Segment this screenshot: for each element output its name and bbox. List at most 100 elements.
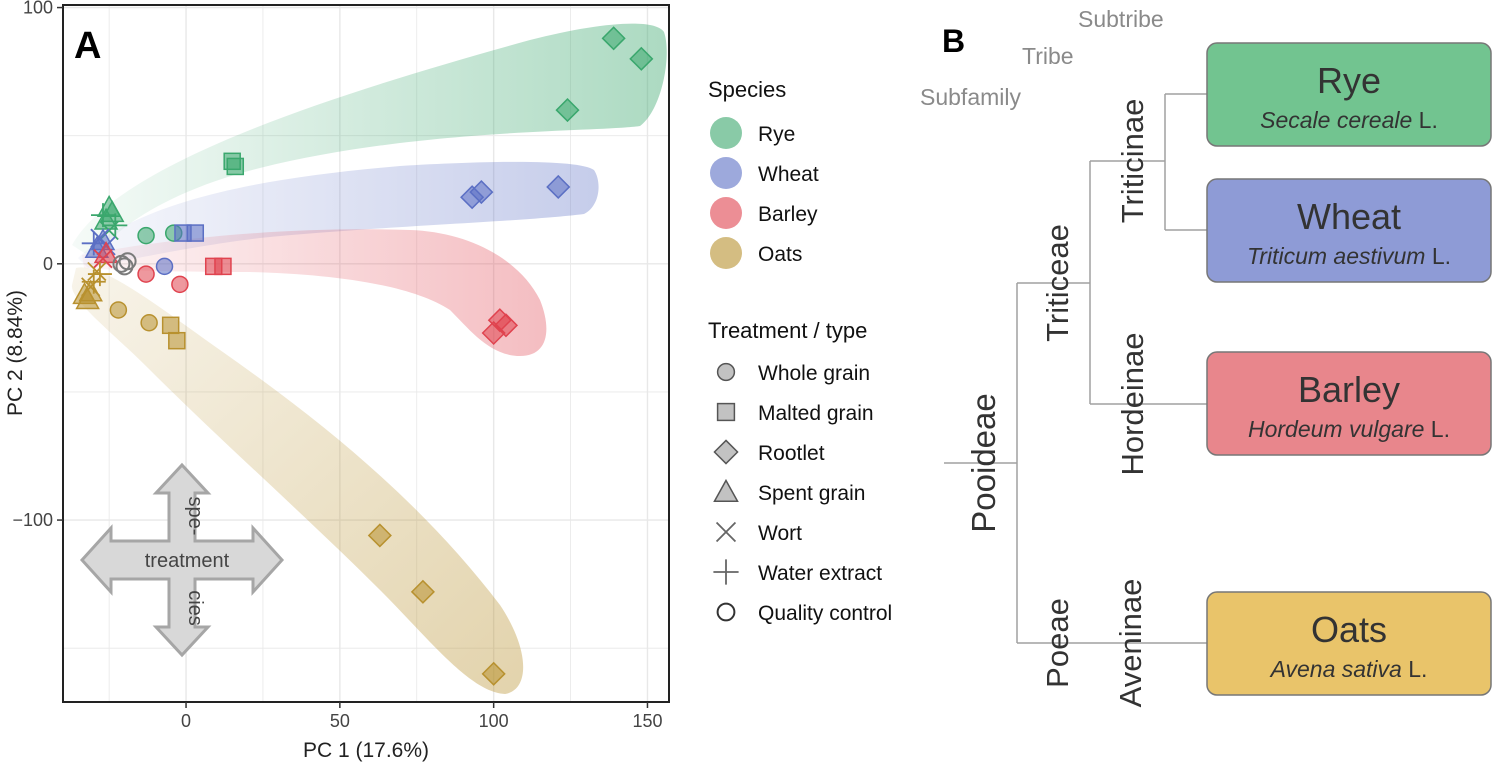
panel-a-label: A [74, 25, 101, 67]
point-wheat-diamond [546, 174, 571, 199]
legend-symbol-cross [715, 521, 737, 543]
species-box-wheat: Wheat Triticum aestivum L. [1206, 178, 1492, 283]
legend-species-title: Species [708, 77, 786, 102]
point-rye-square [226, 157, 245, 176]
species-binomial: Secale cereale [1260, 107, 1412, 133]
species-author: L. [1412, 107, 1438, 133]
panel-a: 0 50 100 150 100 0 −100 PC 1 (17.6%) PC 2 (8.… [4, 0, 892, 762]
level-subfamily: Subfamily [920, 84, 1021, 110]
legend-label-barley: Barley [758, 203, 818, 226]
species-box-bg-wheat [1206, 178, 1492, 283]
x-tick-label: 150 [632, 711, 662, 731]
point-wheat-square [174, 224, 192, 242]
tree-branches [944, 93, 1207, 644]
legend-symbol-plus [713, 559, 739, 585]
point-oats-cross [81, 277, 101, 297]
species-box-barley: Barley Hordeum vulgare L. [1206, 351, 1492, 456]
legend-swatch-barley [710, 197, 742, 229]
panel-b: B Subtribe Tribe Subfamily Pooideae Trit… [920, 6, 1492, 708]
legend-label-square: Malted grain [758, 402, 874, 425]
point-wheat-diamond [469, 180, 494, 205]
species-scientific-name: Avena sativa L. [1269, 656, 1428, 682]
species-boxes: Rye Secale cereale L. Wheat Triticum aestiv… [1206, 42, 1492, 696]
legend-label-cross: Wort [758, 522, 802, 545]
species-common-name: Oats [1311, 609, 1387, 650]
hull-barley [82, 229, 547, 356]
species-binomial: Avena sativa [1269, 656, 1402, 682]
legend-symbol-diamond [713, 439, 739, 465]
point-oats-diamond [481, 661, 506, 686]
point-oats-square [161, 316, 180, 335]
clade-aveninae: Aveninae [1113, 579, 1148, 708]
clade-poeae: Poeae [1040, 598, 1075, 688]
y-tick-label: 100 [23, 0, 53, 18]
point-wheat-circle [155, 257, 174, 276]
clade-hordeinae: Hordeinae [1115, 332, 1150, 475]
species-scientific-name: Triticum aestivum L. [1247, 243, 1451, 269]
legend-label-plus: Water extract [758, 562, 882, 585]
point-oats-triangle [78, 279, 103, 302]
clade-triticinae: Triticinae [1115, 99, 1150, 224]
legend-label-rye: Rye [758, 123, 795, 146]
point-barley-circle [171, 275, 189, 294]
point-barley-circle [137, 265, 155, 283]
panel-b-label: B [942, 23, 965, 59]
legend-label-diamond: Rootlet [758, 442, 825, 465]
arrow-shape [79, 462, 285, 658]
legend-species: Rye Wheat Barley Oats [710, 117, 819, 269]
y-axis: 100 0 −100 [12, 0, 63, 530]
species-binomial: Hordeum vulgare [1248, 416, 1424, 442]
legend-item-diamond: Rootlet [713, 439, 825, 465]
point-oats-diamond [410, 579, 435, 604]
legend-item-square: Malted grain [716, 402, 874, 425]
legend-symbol-triangle [713, 478, 739, 502]
clade-pooideae: Pooideae [965, 393, 1002, 532]
species-author: L. [1424, 416, 1450, 442]
point-oats-circle [109, 301, 128, 319]
legend-item-cross: Wort [715, 521, 802, 545]
species-scientific-name: Hordeum vulgare L. [1248, 416, 1450, 442]
level-subtribe: Subtribe [1078, 6, 1164, 32]
y-axis-title: PC 2 (8.84%) [4, 290, 27, 416]
species-author: L. [1402, 656, 1428, 682]
point-oats-diamond [367, 523, 392, 548]
legend: Species Rye Wheat Barley Oats Treatment / t… [708, 77, 892, 625]
point-quality-control-open-circle [112, 254, 131, 273]
species-binomial: Triticum aestivum [1247, 243, 1426, 269]
clade-triticeae: Triticeae [1040, 224, 1075, 342]
legend-label-triangle: Spent grain [758, 482, 865, 505]
point-wheat-plus [81, 231, 106, 256]
legend-symbol-square [716, 402, 736, 422]
species-box-oats: Oats Avena sativa L. [1206, 591, 1492, 696]
point-barley-diamond [481, 320, 506, 346]
species-box-bg-oats [1206, 591, 1492, 696]
legend-item-plus: Water extract [713, 559, 882, 585]
species-box-bg-rye [1206, 42, 1492, 147]
point-oats-cross [87, 261, 107, 282]
legend-swatch-rye [710, 117, 742, 149]
point-rye-circle [137, 226, 155, 245]
arrow-label-middle: treatment [145, 550, 230, 572]
hull-oats [71, 267, 524, 694]
legend-symbol-open-circle [716, 602, 736, 622]
x-tick-label: 0 [181, 711, 191, 731]
legend-swatch-wheat [710, 157, 742, 189]
species-common-name: Barley [1298, 369, 1400, 410]
x-axis-title: PC 1 (17.6%) [303, 739, 429, 762]
plot-frame [62, 4, 670, 703]
point-rye-diamond [629, 46, 654, 71]
points [72, 26, 654, 686]
legend-label-circle: Whole grain [758, 362, 870, 385]
point-oats-circle [140, 314, 158, 332]
legend-label-oats: Oats [758, 243, 802, 266]
point-oats-square [168, 331, 186, 350]
legend-item-circle: Whole grain [716, 362, 870, 385]
legend-item-triangle: Spent grain [713, 478, 865, 505]
x-tick-label: 100 [479, 711, 509, 731]
arrow-label-top: spe- [184, 497, 206, 536]
legend-swatch-oats [710, 237, 742, 269]
legend-label-open-circle: Quality control [758, 602, 892, 625]
direction-arrow: spe- treatment cies [79, 462, 285, 658]
species-author: L. [1425, 243, 1451, 269]
